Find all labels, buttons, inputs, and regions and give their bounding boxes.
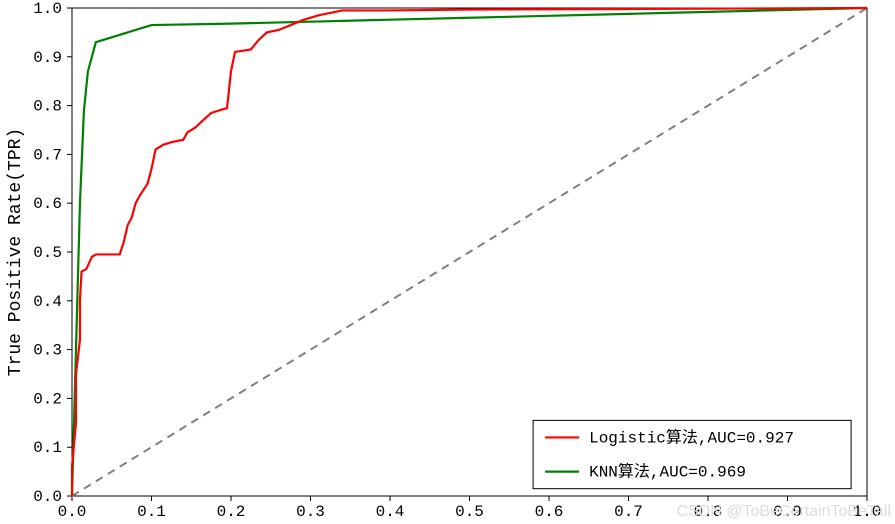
x-tick-label: 0.2	[217, 503, 246, 521]
y-axis-label: True Positive Rate(TPR)	[6, 128, 26, 376]
y-tick-label: 0.0	[33, 488, 62, 506]
legend-label-logistic: Logistic算法,AUC=0.927	[589, 427, 794, 447]
y-tick-label: 1.0	[33, 0, 62, 18]
y-tick-label: 0.1	[33, 439, 62, 457]
roc-chart: 0.0 0.1 0.2 0.3 0.4 0.5 0.6 0.7 0.8 0.9 1.0 0.0 0.1…	[6, 0, 891, 521]
y-tick-label: 0.6	[33, 195, 62, 213]
x-tick-label: 0.7	[614, 503, 643, 521]
y-tick-label: 0.2	[33, 390, 62, 408]
x-tick-label: 0.6	[535, 503, 564, 521]
legend-label-knn: KNN算法,AUC=0.969	[589, 462, 746, 482]
x-tick-label: 0.3	[296, 503, 325, 521]
watermark: CSDN @ToBeCertainToBeTall	[676, 503, 891, 520]
y-tick-label: 0.7	[33, 146, 62, 164]
y-tick-label: 0.9	[33, 49, 62, 67]
x-tick-label: 0.1	[137, 503, 166, 521]
y-tick-label: 0.4	[33, 293, 62, 311]
x-tick-label: 0.5	[455, 503, 484, 521]
y-axis-ticks: 0.0 0.1 0.2 0.3 0.4 0.5 0.6 0.7 0.8 0.9 1.0	[33, 0, 72, 506]
y-tick-label: 0.3	[33, 342, 62, 360]
legend: Logistic算法,AUC=0.927 KNN算法,AUC=0.969	[533, 420, 851, 488]
y-tick-label: 0.8	[33, 98, 62, 116]
y-tick-label: 0.5	[33, 244, 62, 262]
x-tick-label: 0.4	[376, 503, 405, 521]
